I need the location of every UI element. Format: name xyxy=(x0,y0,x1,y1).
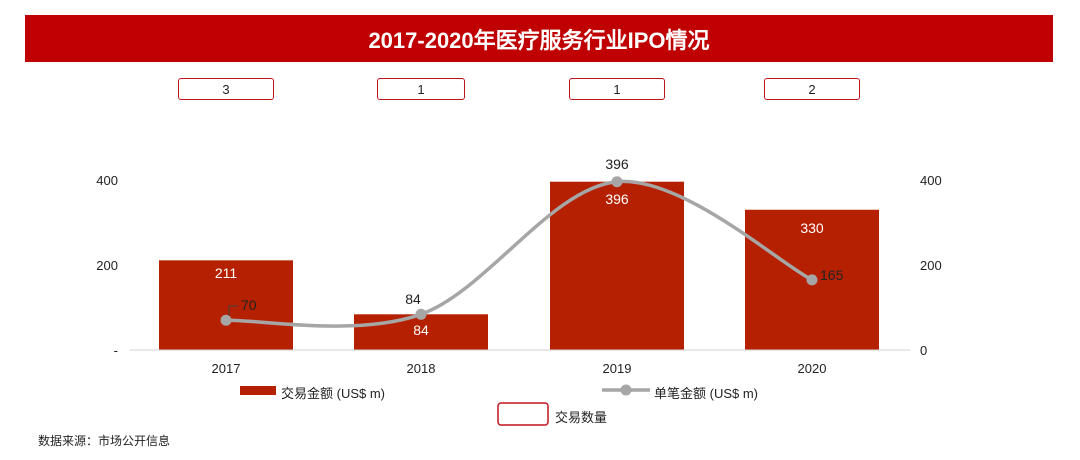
y-right-tick: 0 xyxy=(920,343,927,358)
line-point-2020 xyxy=(806,274,818,286)
source-note: 数据来源：市场公开信息 xyxy=(38,434,171,448)
x-tick-2018: 2018 xyxy=(407,361,436,376)
deal-count-box-2018: 1 xyxy=(377,78,465,100)
line-value-label-2017: 70 xyxy=(241,297,257,313)
line-value-label-2019: 396 xyxy=(605,156,629,172)
chart-title: 2017-2020年医疗服务行业IPO情况 xyxy=(25,15,1053,62)
x-tick-2017: 2017 xyxy=(212,361,241,376)
deal-count-box-2017: 3 xyxy=(178,78,274,100)
legend-bar-swatch xyxy=(240,386,276,395)
deal-count-box-2019: 1 xyxy=(569,78,665,100)
line-point-2018 xyxy=(415,308,427,320)
line-series-path xyxy=(225,179,813,328)
y-left-tick: 200 xyxy=(96,258,118,273)
chart-svg: - 200 400 0 200 400 2017 2018 2019 2020 211 84 396 3… xyxy=(96,156,942,426)
legend-label-line: 单笔金额 (US$ m) xyxy=(654,386,759,401)
legend-label-count: 交易数量 xyxy=(555,410,608,425)
deal-count-box-2020: 2 xyxy=(764,78,860,100)
legend-count-swatch xyxy=(497,402,549,426)
legend-label-bar: 交易金额 (US$ m) xyxy=(281,386,386,401)
x-tick-2020: 2020 xyxy=(798,361,827,376)
bar-2019 xyxy=(550,181,684,350)
bar-value-label-2018: 84 xyxy=(413,322,429,338)
bar-2018 xyxy=(354,314,488,350)
bar-value-label-2017: 211 xyxy=(215,265,238,281)
bar-value-label-2019: 396 xyxy=(605,191,629,207)
bar-value-label-2020: 330 xyxy=(800,220,824,236)
line-point-2017 xyxy=(220,314,232,326)
legend-line-marker xyxy=(620,384,632,396)
leader-line-2017 xyxy=(228,305,238,316)
y-right-tick: 200 xyxy=(920,258,942,273)
bar-2017 xyxy=(159,260,293,350)
x-tick-2019: 2019 xyxy=(603,361,632,376)
line-value-label-2020: 165 xyxy=(820,267,844,283)
y-left-tick: 400 xyxy=(96,173,118,188)
y-right-tick: 400 xyxy=(920,173,942,188)
line-value-label-2018: 84 xyxy=(405,291,421,307)
y-left-tick: - xyxy=(114,343,118,358)
line-point-2019 xyxy=(611,176,623,188)
